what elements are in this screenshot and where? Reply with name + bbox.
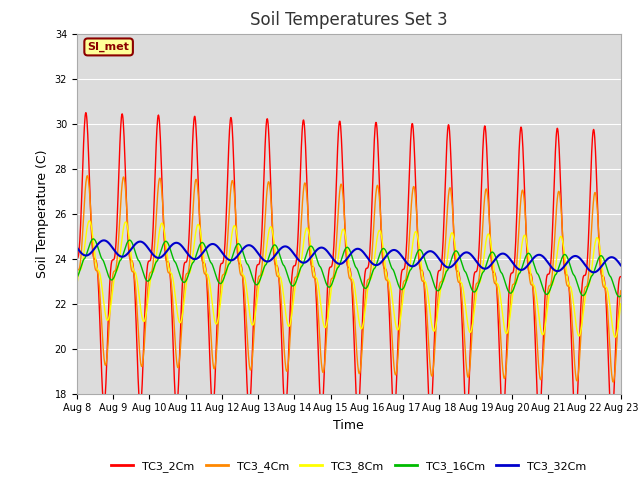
X-axis label: Time: Time (333, 419, 364, 432)
TC3_8Cm (553, 256, 561, 262)
Line: TC3_8Cm: TC3_8Cm (77, 221, 621, 337)
Legend: TC3_2Cm, TC3_4Cm, TC3_8Cm, TC3_16Cm, TC3_32Cm: TC3_2Cm, TC3_4Cm, TC3_8Cm, TC3_16Cm, TC3… (107, 457, 591, 477)
TC3_4Cm (73, 270, 81, 276)
TC3_32Cm (505, 254, 513, 260)
TC3_32Cm (195, 255, 202, 261)
TC3_4Cm (609, 379, 617, 385)
Line: TC3_32Cm: TC3_32Cm (77, 240, 621, 272)
Line: TC3_4Cm: TC3_4Cm (77, 176, 621, 382)
TC3_8Cm (255, 282, 263, 288)
TC3_8Cm (617, 301, 625, 307)
TC3_4Cm (195, 191, 202, 196)
TC3_4Cm (617, 288, 625, 294)
TC3_4Cm (434, 301, 442, 307)
TC3_2Cm (82, 110, 90, 116)
TC3_32Cm (434, 254, 442, 260)
Y-axis label: Soil Temperature (C): Soil Temperature (C) (36, 149, 49, 278)
TC3_16Cm (90, 236, 97, 242)
TC3_2Cm (181, 260, 189, 265)
TC3_32Cm (553, 268, 561, 274)
TC3_32Cm (589, 269, 597, 275)
TC3_32Cm (255, 252, 263, 257)
TC3_2Cm (255, 261, 263, 267)
Title: Soil Temperatures Set 3: Soil Temperatures Set 3 (250, 11, 447, 29)
TC3_32Cm (73, 244, 81, 250)
TC3_4Cm (181, 278, 189, 284)
TC3_8Cm (195, 221, 202, 227)
TC3_16Cm (181, 279, 189, 285)
TC3_4Cm (84, 173, 92, 179)
TC3_8Cm (85, 218, 93, 224)
Line: TC3_16Cm: TC3_16Cm (77, 239, 621, 297)
TC3_32Cm (181, 247, 189, 253)
TC3_32Cm (100, 238, 108, 243)
TC3_4Cm (505, 328, 513, 334)
TC3_2Cm (73, 256, 81, 262)
TC3_16Cm (617, 293, 625, 299)
TC3_16Cm (195, 246, 202, 252)
Line: TC3_2Cm: TC3_2Cm (77, 113, 621, 422)
TC3_8Cm (73, 283, 81, 288)
TC3_2Cm (608, 420, 616, 425)
TC3_8Cm (505, 324, 513, 330)
TC3_2Cm (553, 130, 561, 135)
TC3_16Cm (553, 271, 561, 276)
TC3_2Cm (195, 178, 202, 184)
TC3_32Cm (617, 263, 625, 268)
Text: SI_met: SI_met (88, 42, 129, 52)
TC3_8Cm (611, 334, 619, 340)
TC3_2Cm (617, 274, 625, 279)
TC3_16Cm (616, 294, 623, 300)
TC3_2Cm (434, 274, 442, 279)
TC3_8Cm (181, 292, 189, 298)
TC3_4Cm (255, 273, 263, 279)
TC3_2Cm (505, 297, 513, 302)
TC3_4Cm (553, 205, 561, 211)
TC3_16Cm (434, 288, 442, 294)
TC3_16Cm (255, 279, 263, 285)
TC3_8Cm (434, 312, 442, 317)
TC3_16Cm (505, 288, 513, 294)
TC3_16Cm (73, 275, 81, 281)
